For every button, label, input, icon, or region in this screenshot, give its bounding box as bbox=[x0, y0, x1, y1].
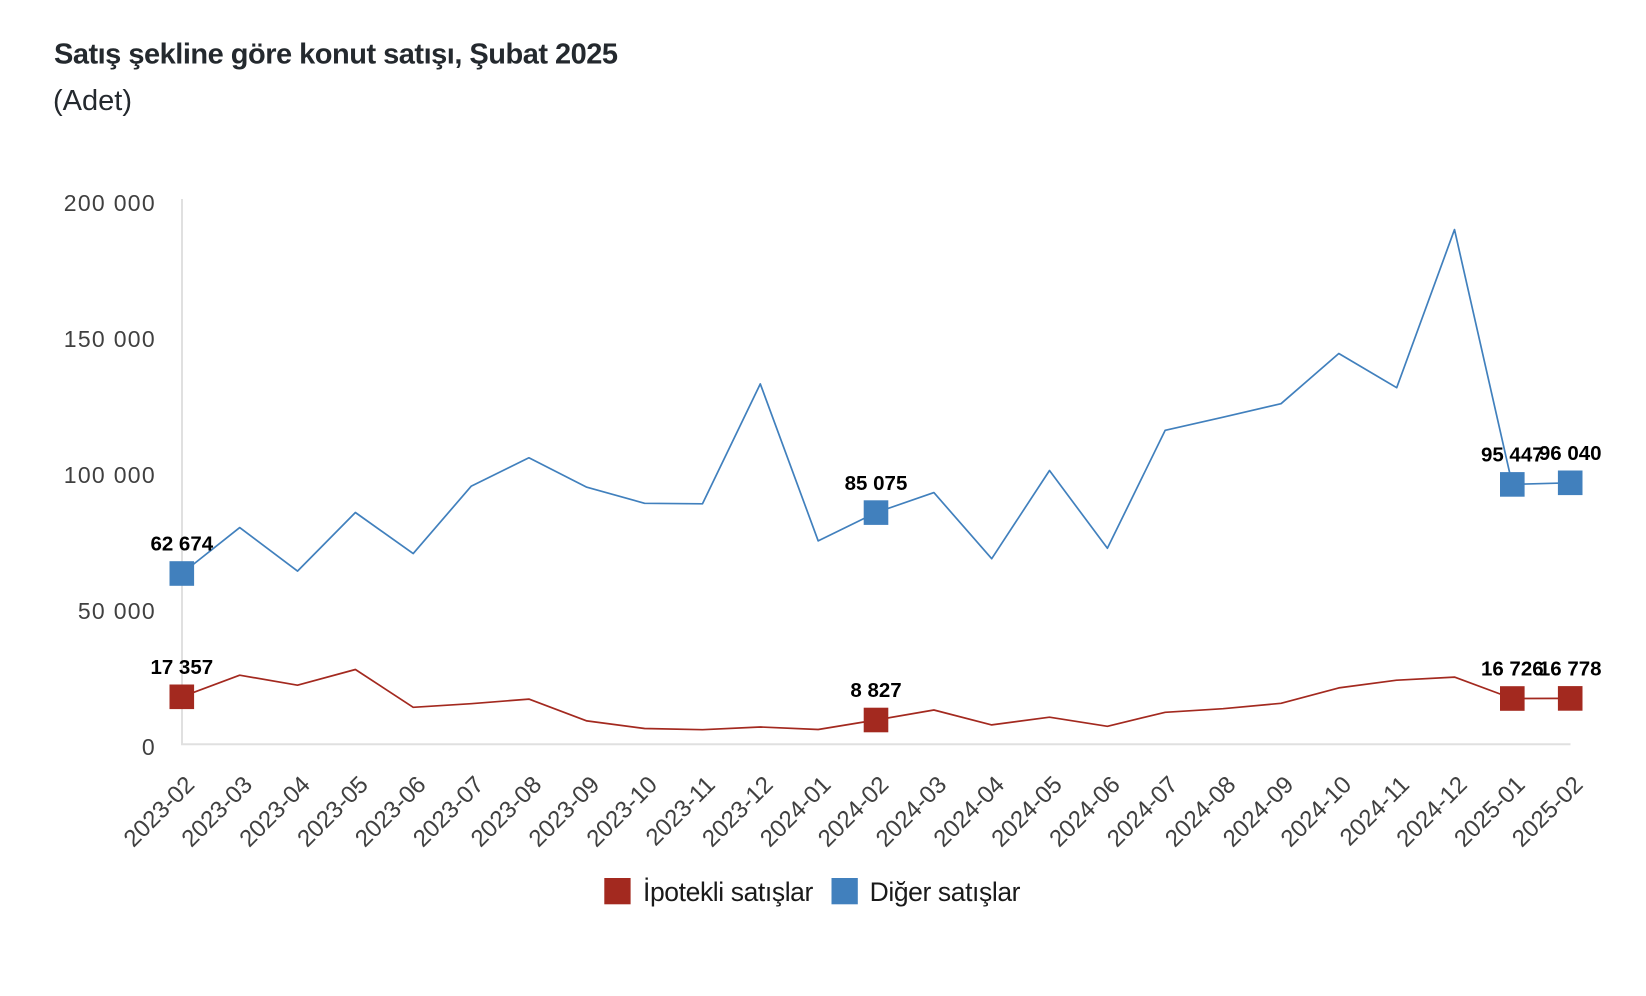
svg-text:8 827: 8 827 bbox=[850, 679, 901, 702]
svg-text:62 674: 62 674 bbox=[150, 533, 213, 556]
svg-text:96 040: 96 040 bbox=[1539, 442, 1602, 465]
svg-text:16 778: 16 778 bbox=[1539, 658, 1602, 681]
svg-text:95 447: 95 447 bbox=[1481, 444, 1544, 467]
svg-text:İpotekli satışlar: İpotekli satışlar bbox=[643, 877, 814, 907]
svg-text:150 000: 150 000 bbox=[64, 326, 156, 352]
svg-text:Diğer satışlar: Diğer satışlar bbox=[870, 877, 1021, 907]
svg-text:Satış şekline göre konut satış: Satış şekline göre konut satışı, Şubat 2… bbox=[54, 39, 618, 71]
svg-text:(Adet): (Adet) bbox=[53, 85, 132, 117]
svg-text:16 726: 16 726 bbox=[1481, 658, 1544, 681]
svg-text:100 000: 100 000 bbox=[64, 462, 156, 488]
svg-text:17 357: 17 357 bbox=[150, 656, 213, 679]
svg-text:0: 0 bbox=[142, 734, 156, 760]
svg-text:85 075: 85 075 bbox=[845, 472, 908, 495]
svg-text:50 000: 50 000 bbox=[78, 598, 156, 624]
svg-text:200 000: 200 000 bbox=[64, 190, 156, 216]
